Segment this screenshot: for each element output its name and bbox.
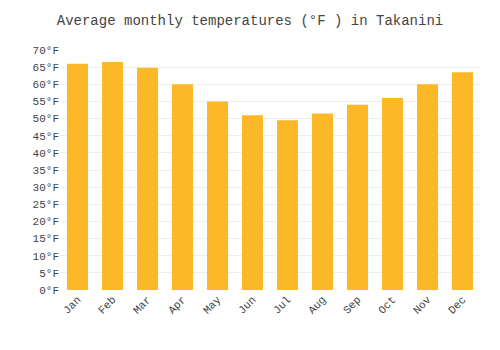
svg-text:35°F: 35°F [33,165,59,177]
svg-text:Average monthly temperatures (: Average monthly temperatures (°F ) in Ta… [57,13,443,29]
svg-text:Oct: Oct [376,294,398,316]
svg-text:Apr: Apr [166,294,188,316]
svg-text:Jul: Jul [271,294,293,316]
svg-text:Nov: Nov [411,294,434,317]
svg-text:Aug: Aug [306,294,328,316]
svg-text:30°F: 30°F [33,182,59,194]
svg-text:Jun: Jun [236,294,258,316]
svg-text:40°F: 40°F [33,148,59,160]
svg-text:50°F: 50°F [33,113,59,125]
svg-text:Dec: Dec [446,294,468,316]
svg-text:0°F: 0°F [39,285,59,297]
svg-text:55°F: 55°F [33,96,59,108]
svg-text:10°F: 10°F [33,251,59,263]
svg-text:May: May [201,294,224,317]
svg-text:70°F: 70°F [33,45,59,57]
svg-text:Jan: Jan [61,294,83,316]
svg-text:Feb: Feb [96,294,118,316]
svg-text:60°F: 60°F [33,79,59,91]
svg-text:Mar: Mar [131,294,153,316]
svg-text:45°F: 45°F [33,131,59,143]
svg-text:5°F: 5°F [39,268,59,280]
svg-text:20°F: 20°F [33,216,59,228]
svg-text:25°F: 25°F [33,199,59,211]
svg-text:15°F: 15°F [33,233,59,245]
svg-text:65°F: 65°F [33,62,59,74]
svg-text:Sep: Sep [341,294,363,316]
